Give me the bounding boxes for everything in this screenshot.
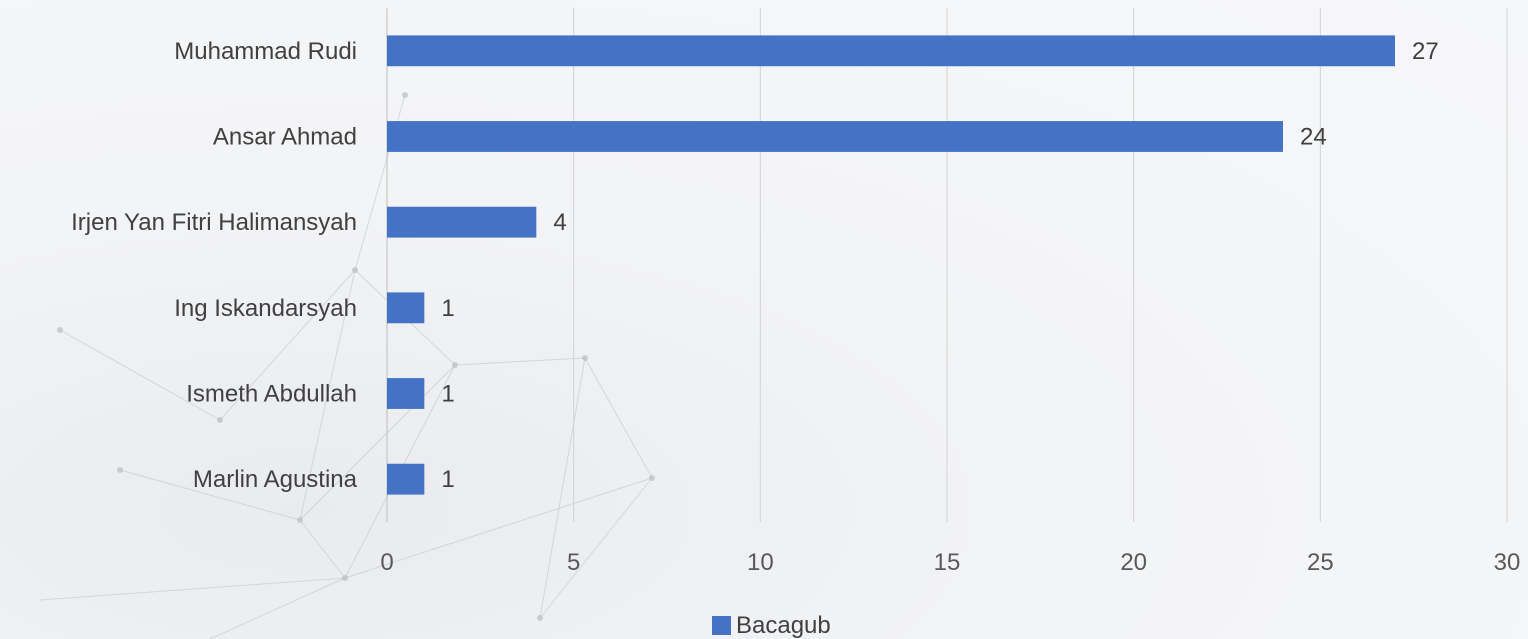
category-label-4: Ing Iskandarsyah [174,295,357,322]
category-label-2: Ansar Ahmad [213,124,357,151]
data-label-3: 4 [553,209,566,236]
data-label-4: 1 [441,295,454,322]
category-label-5: Ismeth Abdullah [186,381,357,408]
legend-swatch-bacagub [712,616,731,635]
data-label-5: 1 [441,381,454,408]
gridlines [386,8,1508,522]
bars [387,35,1395,495]
category-label-6: Marlin Agustina [193,466,358,493]
bar-2 [387,121,1283,152]
legend-label-bacagub: Bacagub [736,612,831,639]
x-tick-label-30: 30 [1494,549,1521,576]
data-label-6: 1 [441,466,454,493]
data-label-2: 24 [1300,124,1327,151]
category-label-1: Muhammad Rudi [174,38,357,65]
bar-4 [387,292,425,324]
x-tick-label-10: 10 [747,549,774,576]
x-axis-tick-labels: 0 5 10 15 20 25 30 [380,549,1520,576]
category-labels: Muhammad Rudi Ansar Ahmad Irjen Yan Fitri … [71,38,358,493]
x-tick-label-0: 0 [380,549,393,576]
x-tick-label-5: 5 [567,549,580,576]
legend: Bacagub [712,612,831,639]
x-tick-label-20: 20 [1120,549,1147,576]
bar-1 [387,35,1395,67]
data-labels: 27 24 4 1 1 1 [441,38,1438,493]
x-tick-label-15: 15 [934,549,961,576]
background-network-pattern [39,92,655,639]
x-tick-label-25: 25 [1307,549,1334,576]
data-label-1: 27 [1412,38,1439,65]
bar-5 [387,378,425,409]
category-label-3: Irjen Yan Fitri Halimansyah [71,209,357,236]
bar-6 [387,463,425,495]
bar-3 [387,206,537,238]
